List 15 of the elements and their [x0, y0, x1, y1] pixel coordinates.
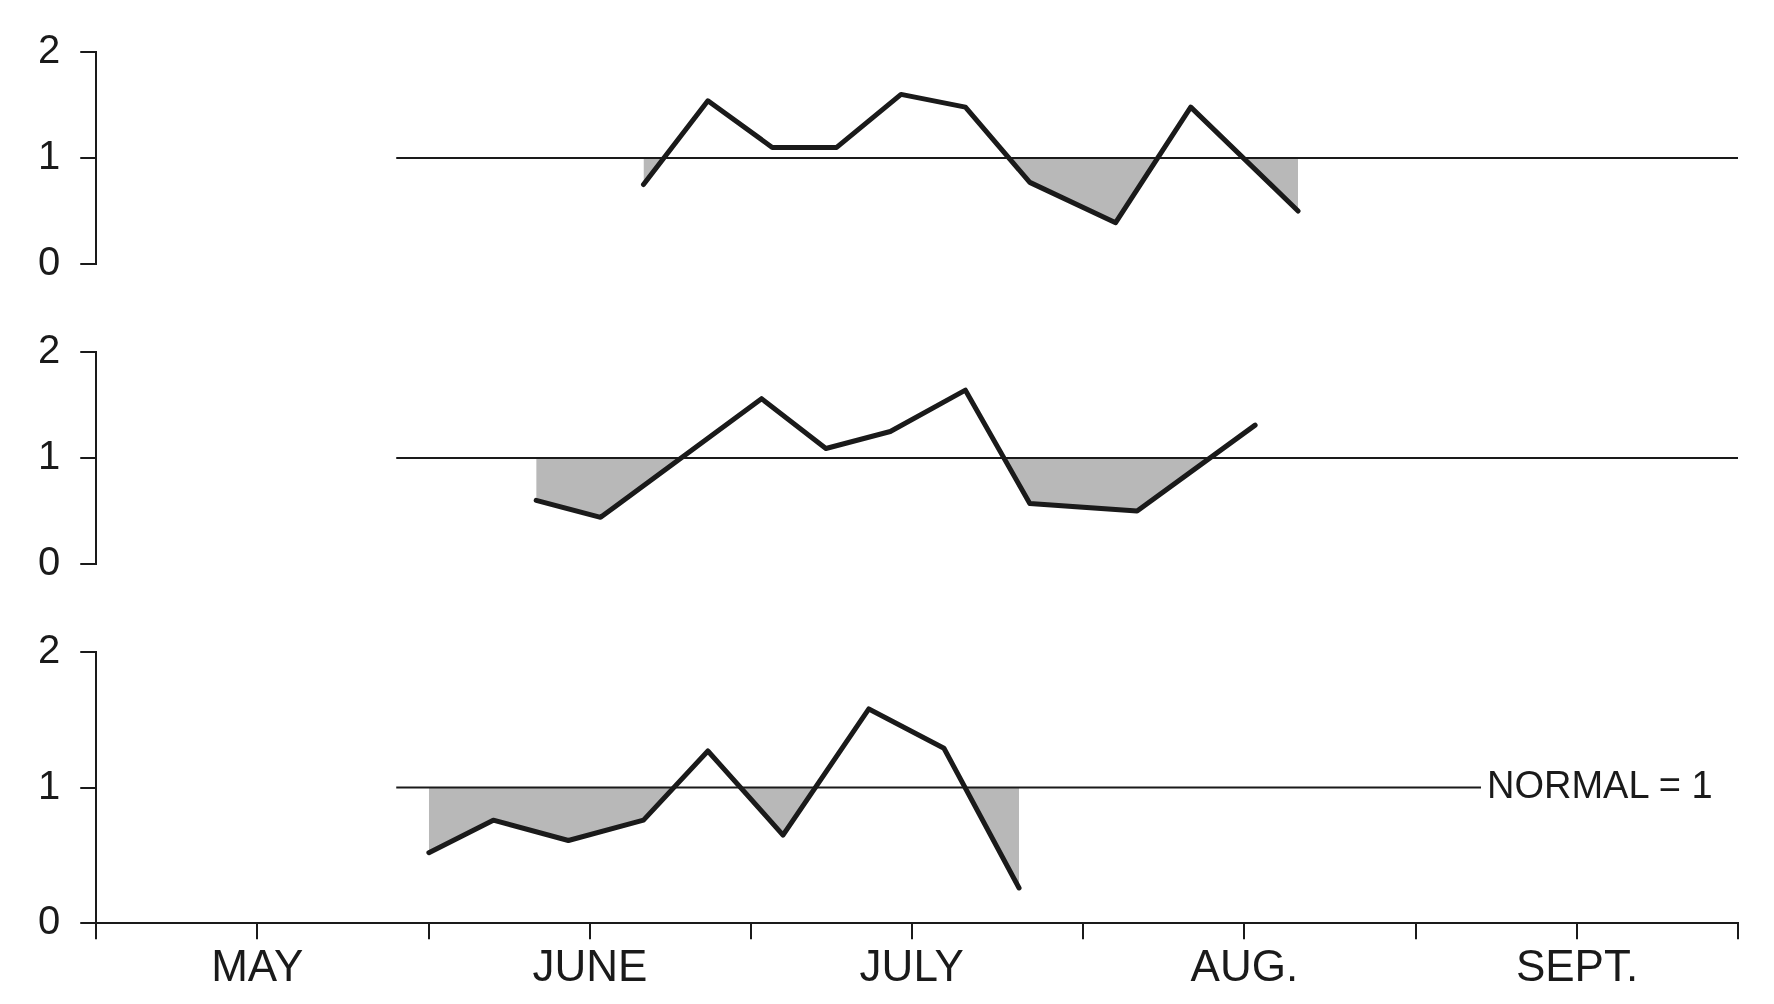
y-tick-label: 0 — [38, 898, 61, 943]
x-tick-label: JUNE — [532, 940, 648, 990]
y-tick-label: 2 — [38, 27, 61, 72]
y-tick-label: 1 — [38, 433, 61, 478]
x-tick-label: SEPT. — [1515, 940, 1639, 990]
y-tick-label: 1 — [38, 133, 61, 178]
y-tick-label: 2 — [38, 627, 61, 672]
y-tick-label: 0 — [38, 239, 61, 284]
y-tick-label: 0 — [38, 539, 61, 584]
x-tick-label: AUG. — [1190, 940, 1299, 990]
y-tick-label: 1 — [38, 762, 61, 807]
ref-line-label: NORMAL = 1 — [1486, 764, 1713, 807]
y-tick-label: 2 — [38, 327, 61, 372]
x-tick-label: MAY — [211, 940, 304, 990]
x-tick-label: JULY — [859, 940, 964, 990]
